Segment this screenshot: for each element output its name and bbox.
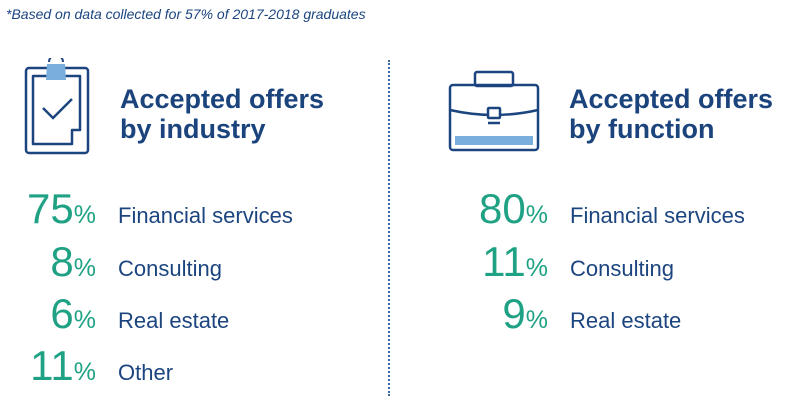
clipboard-check-icon [24,58,90,155]
dotted-divider [388,60,390,396]
list-item: 11% Consulting [482,238,674,285]
footnote: *Based on data collected for 57% of 2017… [6,6,366,22]
function-title-line2: by function [569,114,715,144]
list-item: 75% Financial services [27,185,293,232]
function-title-line1: Accepted offers [569,84,774,114]
list-item: 11% Other [30,342,174,389]
industry-title-line2: by industry [120,114,266,144]
industry-title: Accepted offers by industry [120,84,324,144]
list-item: 6% Real estate [50,290,230,337]
list-item: 80% Financial services [479,185,745,232]
list-item: 8% Consulting [50,238,222,285]
function-title: Accepted offers by function [569,84,773,144]
briefcase-icon [448,70,540,152]
industry-title-line1: Accepted offers [120,84,325,114]
list-item: 9% Real estate [502,290,682,337]
